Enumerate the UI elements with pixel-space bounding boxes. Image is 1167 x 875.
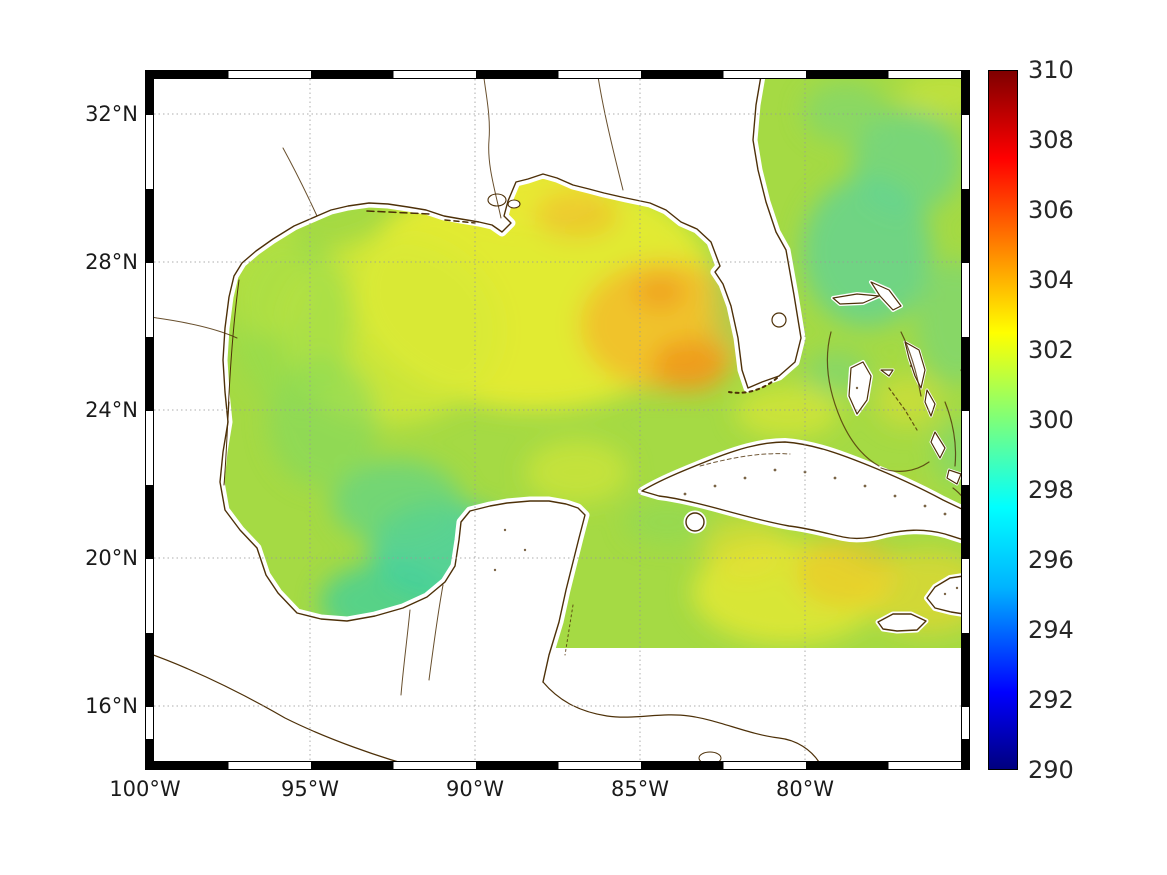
lon-tick-label: 95°W — [281, 777, 339, 801]
colorbar-tick-label: 304 — [1028, 266, 1074, 294]
map-frame-bottom — [145, 761, 970, 770]
lake-okeechobee — [771, 312, 787, 328]
colorbar-tick-label: 308 — [1028, 126, 1074, 154]
belize-barrier — [564, 604, 574, 656]
coastline — [145, 70, 970, 770]
cuba-north-cays — [699, 453, 791, 467]
barrier-islands-mississippi — [366, 210, 431, 215]
lat-tick-label: 28°N — [85, 250, 138, 274]
texas-lagoon — [227, 279, 240, 416]
colorbar-tick-label: 310 — [1028, 56, 1074, 84]
colorbar-tick-label: 298 — [1028, 476, 1074, 504]
lon-tick-label: 80°W — [776, 777, 834, 801]
coastline-cuba — [641, 441, 970, 543]
colorbar-tick-label: 290 — [1028, 756, 1074, 784]
lon-tick-label: 90°W — [446, 777, 504, 801]
colorbar-tick-label: 292 — [1028, 686, 1074, 714]
lat-tick-label: 16°N — [85, 694, 138, 718]
lat-tick-label: 24°N — [85, 398, 138, 422]
colorbar — [988, 70, 1018, 770]
coastline-pacific-mexico — [145, 651, 428, 770]
barrier-islands-chandeleur — [444, 219, 476, 224]
colorbar-tick-label: 306 — [1028, 196, 1074, 224]
map-frame-right — [961, 70, 970, 770]
lon-tick-label: 100°W — [109, 777, 181, 801]
coastline-us-mexico — [219, 70, 802, 683]
lon-tick-label: 85°W — [611, 777, 669, 801]
map-frame-top — [145, 70, 970, 79]
lat-tick-label: 20°N — [85, 546, 138, 570]
coastline-honduras — [542, 681, 824, 770]
coastline-hispaniola — [926, 574, 970, 616]
coastline-jamaica — [877, 613, 927, 632]
coastline-isle-of-youth — [685, 512, 705, 532]
lake-borgne — [507, 199, 521, 209]
map-canvas-svg — [145, 70, 970, 770]
terrain-specks — [493, 364, 959, 596]
lat-tick-label: 32°N — [85, 102, 138, 126]
rivers — [145, 70, 624, 696]
colorbar-tick-label: 296 — [1028, 546, 1074, 574]
colorbar-tick-label: 294 — [1028, 616, 1074, 644]
colorbar-tick-label: 302 — [1028, 336, 1074, 364]
map-frame-left — [145, 70, 154, 770]
mexico-lagoon — [223, 401, 230, 486]
colorbar-tick-label: 300 — [1028, 406, 1074, 434]
